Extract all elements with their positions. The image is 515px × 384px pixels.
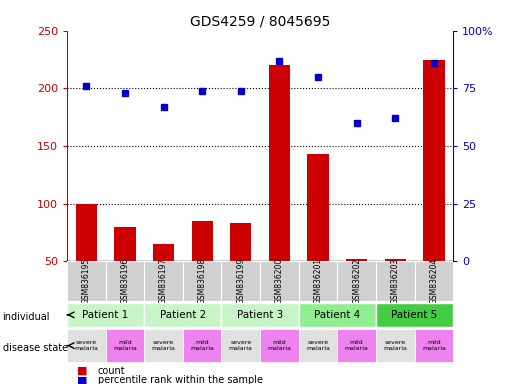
Text: severe
malaria: severe malaria bbox=[306, 340, 330, 351]
Text: mild
malaria: mild malaria bbox=[422, 340, 446, 351]
Bar bbox=[337, 329, 376, 362]
Text: mild
malaria: mild malaria bbox=[345, 340, 369, 351]
Bar bbox=[230, 223, 251, 261]
Text: ■: ■ bbox=[77, 375, 88, 384]
Bar bbox=[260, 329, 299, 362]
Bar bbox=[299, 261, 337, 301]
Text: Patient 3: Patient 3 bbox=[237, 310, 283, 320]
Text: GSM836204: GSM836204 bbox=[430, 258, 438, 305]
Text: mild
malaria: mild malaria bbox=[267, 340, 291, 351]
Text: Patient 4: Patient 4 bbox=[314, 310, 360, 320]
Text: Patient 2: Patient 2 bbox=[160, 310, 206, 320]
Bar bbox=[299, 303, 376, 327]
Bar bbox=[415, 329, 453, 362]
Bar bbox=[183, 261, 221, 301]
Text: individual: individual bbox=[3, 312, 50, 322]
Bar bbox=[221, 303, 299, 327]
Text: GSM836201: GSM836201 bbox=[314, 258, 322, 305]
Bar bbox=[183, 329, 221, 362]
Text: ■: ■ bbox=[77, 366, 88, 376]
Text: GSM836198: GSM836198 bbox=[198, 258, 207, 305]
Bar bbox=[67, 303, 144, 327]
Text: GSM836202: GSM836202 bbox=[352, 258, 361, 305]
Bar bbox=[376, 329, 415, 362]
Bar bbox=[67, 261, 106, 301]
Text: GSM836203: GSM836203 bbox=[391, 258, 400, 305]
Text: severe
malaria: severe malaria bbox=[229, 340, 253, 351]
Bar bbox=[385, 259, 406, 261]
Bar bbox=[299, 329, 337, 362]
Text: Patient 5: Patient 5 bbox=[391, 310, 438, 320]
Text: severe
malaria: severe malaria bbox=[151, 340, 176, 351]
Bar bbox=[67, 329, 106, 362]
Text: severe
malaria: severe malaria bbox=[74, 340, 98, 351]
Text: GSM836197: GSM836197 bbox=[159, 258, 168, 305]
Text: GSM836200: GSM836200 bbox=[275, 258, 284, 305]
Text: GSM836195: GSM836195 bbox=[82, 258, 91, 305]
Bar bbox=[106, 261, 144, 301]
Text: mild
malaria: mild malaria bbox=[113, 340, 137, 351]
Text: GSM836199: GSM836199 bbox=[236, 258, 245, 305]
Bar bbox=[144, 329, 183, 362]
Bar bbox=[269, 65, 290, 261]
Bar bbox=[423, 60, 444, 261]
Bar bbox=[192, 221, 213, 261]
Title: GDS4259 / 8045695: GDS4259 / 8045695 bbox=[190, 14, 330, 28]
Bar bbox=[415, 261, 453, 301]
Bar bbox=[114, 227, 135, 261]
Bar bbox=[106, 329, 144, 362]
Bar bbox=[76, 204, 97, 261]
Text: count: count bbox=[98, 366, 126, 376]
Text: mild
malaria: mild malaria bbox=[190, 340, 214, 351]
Text: GSM836196: GSM836196 bbox=[121, 258, 129, 305]
Bar bbox=[307, 154, 329, 261]
Text: percentile rank within the sample: percentile rank within the sample bbox=[98, 375, 263, 384]
Text: Patient 1: Patient 1 bbox=[82, 310, 129, 320]
Bar bbox=[260, 261, 299, 301]
Bar bbox=[144, 261, 183, 301]
Bar bbox=[346, 259, 367, 261]
Bar bbox=[376, 303, 453, 327]
Bar bbox=[376, 261, 415, 301]
Bar bbox=[337, 261, 376, 301]
Text: severe
malaria: severe malaria bbox=[383, 340, 407, 351]
Bar bbox=[221, 261, 260, 301]
Text: disease state: disease state bbox=[3, 343, 67, 353]
Bar bbox=[153, 244, 174, 261]
Bar bbox=[144, 303, 221, 327]
Bar bbox=[221, 329, 260, 362]
